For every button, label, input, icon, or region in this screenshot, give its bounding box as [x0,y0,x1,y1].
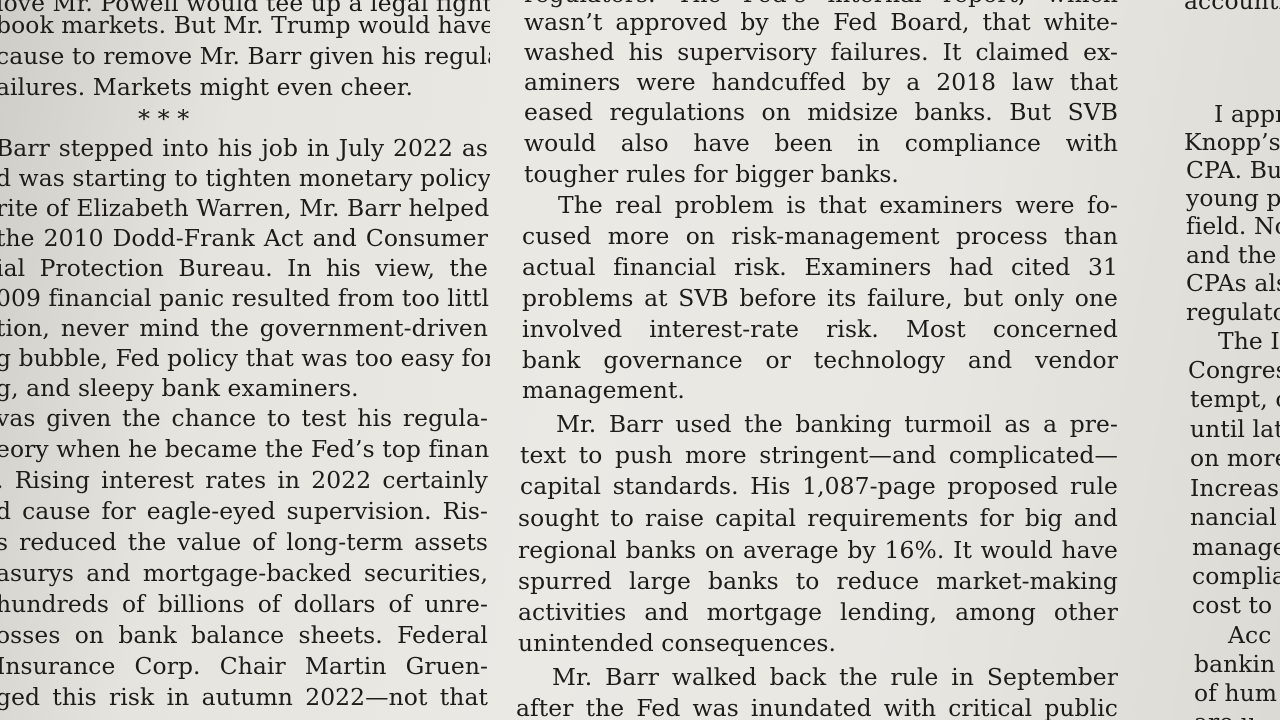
text-line: bankin [1194,650,1276,678]
text-line: text to push more stringent—and complica… [520,441,1118,469]
text-line: love Mr. Powell would tee up a legal fig… [0,0,490,17]
text-line: after the Fed was inundated with critica… [516,694,1118,720]
text-line: activities and mortgage lending, among o… [518,598,1118,626]
text-line: cost to [1192,591,1273,619]
text-line: I appr [1214,100,1280,128]
text-line: cused more on risk-management process th… [522,222,1118,250]
text-line: g, and sleepy bank examiners. [0,374,359,402]
section-separator: * * * [138,105,190,133]
text-line: unintended consequences. [518,629,837,657]
text-line: vas given the chance to test his regula- [0,404,488,432]
text-line: involved interest-rate risk. Most concer… [522,315,1118,343]
text-line: ged this risk in autumn 2022—not that [0,683,488,711]
text-line: Acc [1228,621,1272,649]
text-line: Mr. Barr used the banking turmoil as a p… [556,410,1118,438]
text-line: Increas [1190,474,1280,502]
text-line: osses on bank balance sheets. Federal [0,621,488,649]
text-line: nancial [1190,503,1277,531]
text-line: tougher rules for bigger banks. [524,160,899,188]
text-line: and the [1186,241,1277,269]
text-line: CPAs als [1186,269,1280,297]
text-line: The real problem is that examiners were … [558,191,1118,219]
text-line: of hum [1194,679,1278,707]
text-line: CPA. But [1186,156,1280,184]
text-line: g bubble, Fed policy that was too easy f… [0,344,490,372]
text-line: washed his supervisory failures. It clai… [524,38,1118,66]
text-line: . Rising interest rates in 2022 certainl… [0,466,488,494]
text-line: Mr. Barr walked back the rule in Septemb… [552,663,1118,691]
text-line: eased regulations on midsize banks. But … [524,98,1118,126]
text-line: capital standards. His 1,087-page propos… [520,472,1118,500]
text-line: field. No [1186,212,1280,240]
text-line: spurred large banks to reduce market-mak… [518,567,1118,595]
text-line: eory when he became the Fed’s top finan- [0,435,490,463]
text-line: tempt, c [1190,385,1280,413]
text-line: wasn’t approved by the Fed Board, that w… [524,8,1118,36]
text-line: on more [1190,444,1280,472]
text-line: would also have been in compliance with [524,129,1118,157]
article-column-right: accounti I appr Knopp’s CPA. But young p… [1178,0,1280,720]
text-line: problems at SVB before its failure, but … [522,284,1118,312]
text-line: cause to remove Mr. Barr given his regul… [0,42,490,70]
text-line: sought to raise capital requirements for… [518,504,1118,532]
text-line: management. [522,376,685,404]
text-line: rite of Elizabeth Warren, Mr. Barr helpe… [0,194,490,222]
text-line: aminers were handcuffed by a 2018 law th… [524,68,1118,96]
text-line: actual financial risk. Examiners had cit… [522,253,1118,281]
text-line: s reduced the value of long-term assets [0,528,488,556]
text-line: d was starting to tighten monetary polic… [0,164,490,192]
text-line: hundreds of billions of dollars of unre- [0,590,488,618]
text-line: regulato [1186,298,1280,326]
article-column-middle: regulators. The Fed’s internal report, w… [514,0,1122,720]
text-line: Knopp’s [1184,128,1280,156]
text-line: regulators. The Fed’s internal report, w… [524,0,1118,9]
text-line: book markets. But Mr. Trump would have [0,11,490,39]
text-line: asurys and mortgage-backed securities, [0,559,488,587]
text-line: 009 financial panic resulted from too li… [0,284,490,312]
text-line: The I [1218,327,1280,355]
text-line: ailures. Markets might even cheer. [0,73,414,101]
text-line: young p [1186,184,1280,212]
text-line: the 2010 Dodd-Frank Act and Consumer [0,224,488,252]
text-line: are u [1194,707,1280,720]
text-line: accounti [1184,0,1280,15]
text-line: tion, never mind the government-driven [0,314,488,342]
text-line: Insurance Corp. Chair Martin Gruen- [0,652,488,680]
text-line: complia [1192,562,1280,590]
text-line: regional banks on average by 16%. It wou… [518,536,1118,564]
text-line: bank governance or technology and vendor [522,346,1118,374]
article-column-left: love Mr. Powell would tee up a legal fig… [0,0,490,720]
text-line: ial Protection Bureau. In his view, the [0,254,488,282]
text-line: until lat [1190,415,1280,443]
text-line: d cause for eagle-eyed supervision. Ris- [0,497,488,525]
text-line: manage [1192,533,1280,561]
text-line: Barr stepped into his job in July 2022 a… [0,134,488,162]
text-line: Congres [1188,356,1280,384]
